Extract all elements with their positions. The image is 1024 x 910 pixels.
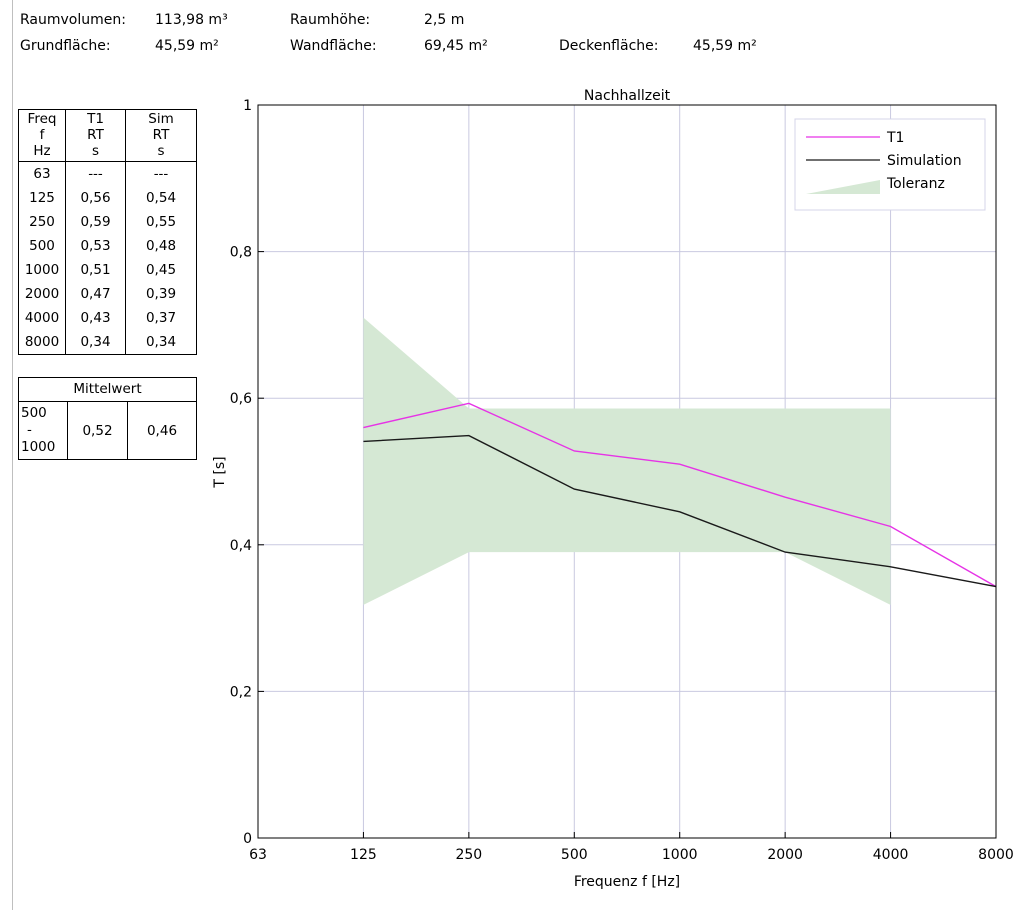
x-tick-label: 250	[455, 847, 482, 863]
legend-box	[794, 118, 986, 211]
reverb-time-table: Freq f Hz T1 RT s Sim RT s 63 --- --- 125 0,…	[18, 109, 197, 355]
x-tick-label: 8000	[978, 847, 1014, 863]
header-t1: T1 RT s	[65, 109, 126, 162]
row-freq-cell: 2000	[18, 282, 66, 306]
legend-label-t1: T1	[886, 130, 904, 146]
header-freq-line3: Hz	[33, 143, 51, 159]
room-volume-label: Raumvolumen:	[20, 12, 126, 28]
table-row: 250 0,59 0,55	[18, 210, 197, 234]
chart-title: Nachhallzeit	[584, 88, 671, 104]
ceiling-area-label: Deckenfläche:	[559, 38, 659, 54]
row-freq-cell: 500	[18, 234, 66, 258]
mean-sim-value: 0,46	[127, 401, 197, 460]
row-t1-cell: 0,34	[65, 330, 126, 355]
mean-range-from: 500	[21, 405, 47, 421]
row-sim-cell: 0,54	[125, 186, 197, 210]
header-sim-line2: RT	[152, 127, 170, 143]
room-height-label: Raumhöhe:	[290, 12, 371, 28]
table-row: 8000 0,34 0,34	[18, 330, 197, 355]
table-row: 500 0,53 0,48	[18, 234, 197, 258]
row-freq-cell: 125	[18, 186, 66, 210]
table-row: 4000 0,43 0,37	[18, 306, 197, 330]
row-t1-cell: ---	[65, 161, 126, 186]
header-t1-line1: T1	[87, 111, 104, 127]
y-tick-label: 1	[243, 98, 252, 114]
table-body: 63 --- --- 125 0,56 0,54 250 0,59 0,55 500 0,53 0,4…	[18, 161, 197, 355]
header-sim-line3: s	[157, 143, 165, 159]
y-tick-labels: 0 0,2 0,4 0,6 0,8 1	[230, 98, 264, 847]
room-height-value: 2,5 m	[424, 12, 465, 28]
wall-area-label: Wandfläche:	[290, 38, 377, 54]
row-t1-cell: 0,51	[65, 258, 126, 282]
x-tick-label: 4000	[873, 847, 909, 863]
table-header-row: Freq f Hz T1 RT s Sim RT s	[18, 109, 197, 162]
y-tick-label: 0,6	[230, 391, 252, 407]
table-row: 1000 0,51 0,45	[18, 258, 197, 282]
header-t1-line3: s	[91, 143, 100, 159]
x-axis-label: Frequenz f [Hz]	[574, 874, 680, 890]
series-lines	[363, 402, 997, 588]
mean-range-dash: -	[27, 422, 32, 438]
row-t1-cell: 0,47	[65, 282, 126, 306]
x-tick-label: 125	[350, 847, 377, 863]
legend-swatch-tolerance	[806, 180, 880, 194]
left-border-line	[12, 0, 13, 910]
row-freq-cell: 1000	[18, 258, 66, 282]
header-freq-line2: f	[39, 127, 45, 143]
x-tick-label: 1000	[662, 847, 698, 863]
header-t1-line2: RT	[87, 127, 104, 143]
row-sim-cell: 0,45	[125, 258, 197, 282]
mean-range-to: 1000	[21, 439, 56, 455]
row-sim-cell: 0,48	[125, 234, 197, 258]
row-t1-cell: 0,53	[65, 234, 126, 258]
wall-area-value: 69,45 m²	[424, 38, 488, 54]
plot-frame	[257, 104, 997, 839]
x-tick-label: 2000	[767, 847, 803, 863]
x-tick-label: 500	[561, 847, 588, 863]
row-sim-cell: 0,55	[125, 210, 197, 234]
floor-area-value: 45,59 m²	[155, 38, 219, 54]
row-freq-cell: 4000	[18, 306, 66, 330]
header-freq-line1: Freq	[27, 111, 57, 127]
header-sim-line1: Sim	[148, 111, 174, 127]
y-tick-label: 0	[243, 831, 252, 847]
row-sim-cell: 0,34	[125, 330, 197, 355]
y-tick-label: 0,4	[230, 538, 252, 554]
tolerance-band	[363, 317, 891, 605]
row-sim-cell: 0,39	[125, 282, 197, 306]
x-tick-label: 63	[249, 847, 267, 863]
row-freq-cell: 63	[18, 161, 66, 186]
table-row: 63 --- ---	[18, 161, 197, 186]
floor-area-label: Grundfläche:	[20, 38, 111, 54]
row-sim-cell: 0,37	[125, 306, 197, 330]
x-tick-labels: 63 125 250 500 1000 2000 4000 8000	[249, 832, 1014, 863]
ceiling-area-value: 45,59 m²	[693, 38, 757, 54]
legend-label-tolerance: Toleranz	[886, 176, 945, 192]
room-volume-value: 113,98 m³	[155, 12, 228, 28]
row-sim-cell: ---	[125, 161, 197, 186]
mean-value-table: Mittelwert 500 - 1000 0,52 0,46	[18, 377, 197, 460]
y-tick-label: 0,2	[230, 684, 252, 700]
table-row: 2000 0,47 0,39	[18, 282, 197, 306]
mean-t1-value: 0,52	[67, 401, 128, 460]
row-t1-cell: 0,59	[65, 210, 126, 234]
y-tick-label: 0,8	[230, 245, 252, 261]
header-sim: Sim RT s	[125, 109, 197, 162]
legend-label-simulation: Simulation	[887, 153, 962, 169]
legend: T1 Simulation Toleranz	[794, 118, 986, 211]
row-freq-cell: 250	[18, 210, 66, 234]
row-t1-cell: 0,56	[65, 186, 126, 210]
y-axis-label: T [s]	[212, 456, 228, 488]
mean-range: 500 - 1000	[18, 401, 68, 460]
table-row: 125 0,56 0,54	[18, 186, 197, 210]
